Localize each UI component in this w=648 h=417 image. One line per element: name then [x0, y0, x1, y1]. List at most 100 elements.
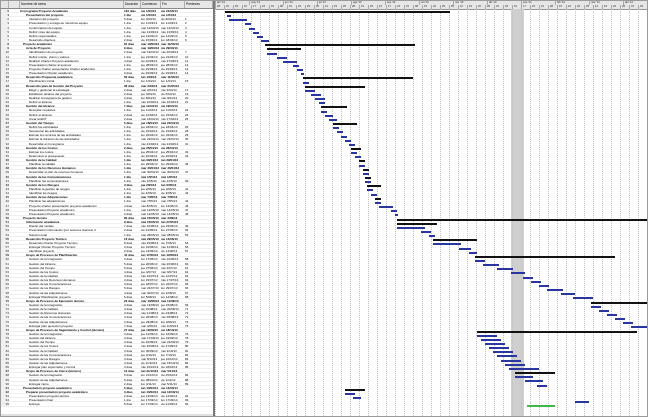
- task-name[interactable]: Desarrollar el cronograma: [29, 141, 64, 146]
- summary-bar[interactable]: [267, 48, 301, 51]
- task-name[interactable]: Desarrollar el plan de recursos humanos: [29, 170, 84, 175]
- task-bar[interactable]: [599, 309, 609, 312]
- task-name[interactable]: Determinar el presupuesto: [29, 153, 65, 158]
- summary-bar[interactable]: [345, 388, 365, 391]
- header-finish[interactable]: Fin: [161, 1, 185, 8]
- task-name[interactable]: Gestión del Tiempo: [26, 120, 54, 125]
- table-row[interactable]: 85 Gestión de las Adquisiciones 3 días vie …: [1, 360, 213, 366]
- table-row[interactable]: 80 Gestión del Tiempo 3 días vie 20/09/13 ma…: [1, 340, 213, 345]
- task-name[interactable]: Entregar plan ejecución proyecto: [29, 323, 73, 328]
- table-row[interactable]: 38 Gestión de los Recursos Humanos 1 día ma…: [1, 166, 213, 171]
- milestone-bar[interactable]: [527, 405, 555, 408]
- table-row[interactable]: 87 Grupo de Procesos de Cierre (técnico) 1…: [1, 369, 213, 374]
- task-bar[interactable]: [305, 89, 315, 92]
- table-row[interactable]: 44 Identificar los riesgos 1 día vie 3/05/1…: [1, 191, 213, 196]
- summary-bar[interactable]: [303, 77, 413, 80]
- task-bar[interactable]: [421, 230, 431, 233]
- table-row[interactable]: 26 Crear la EDT 2 días mar 16/04/13 mié 17/0…: [1, 116, 213, 121]
- table-row[interactable]: 68 Gestión de las Adquisiciones 4 días mar …: [1, 290, 213, 295]
- table-row[interactable]: 5 Definir roles del equipo 1 día mié 13/03/…: [1, 29, 213, 34]
- table-row[interactable]: 4 Conformación del equipo 1 día mar 12/03/1…: [1, 25, 213, 30]
- task-bar[interactable]: [509, 367, 539, 370]
- task-bar[interactable]: [523, 276, 533, 279]
- task-name[interactable]: Información académica: [26, 220, 60, 225]
- task-name[interactable]: Gestión del Alcance: [29, 261, 56, 266]
- summary-bar[interactable]: [365, 177, 371, 179]
- summary-bar[interactable]: [363, 168, 369, 171]
- task-bar[interactable]: [631, 326, 647, 329]
- task-name[interactable]: Gestión de Recursos Humanos: [29, 311, 71, 316]
- task-bar[interactable]: [359, 164, 365, 167]
- table-row[interactable]: 20 Establecer alcance del proyecto 2 días j…: [1, 91, 213, 96]
- task-bar[interactable]: [329, 118, 337, 121]
- task-name[interactable]: Gestión de la Calidad: [26, 158, 57, 163]
- table-row[interactable]: 23 Gestión del Alcance 7 días jue 11/04/13 v…: [1, 104, 213, 109]
- task-name[interactable]: Presentación proyecto académico: [23, 385, 72, 390]
- summary-bar[interactable]: [351, 147, 361, 150]
- task-name[interactable]: Desarrollo objetivos: [29, 37, 56, 42]
- task-bar[interactable]: [623, 322, 633, 325]
- task-name[interactable]: Estimar la duración de las actividades: [29, 137, 80, 142]
- header-task-name[interactable]: Nombre de tarea: [20, 1, 124, 8]
- task-bar[interactable]: [245, 23, 251, 26]
- task-name[interactable]: Preparar presentación proyecto académico: [26, 389, 88, 394]
- table-row[interactable]: 2 Iniciación del proyecto 5 días lun 4/03/1…: [1, 17, 213, 22]
- table-row[interactable]: 50 Proyecto técnico 80 días mié 15/05/13 mar…: [1, 216, 213, 221]
- task-name[interactable]: Presentación y entrega de miembros equip…: [29, 21, 88, 26]
- task-name[interactable]: Gestión de los Costos: [29, 269, 59, 274]
- table-row[interactable]: 30 Estimar los recursos de las actividade…: [1, 133, 213, 138]
- task-bar[interactable]: [505, 363, 525, 366]
- task-bar[interactable]: [321, 110, 327, 113]
- summary-bar[interactable]: [333, 123, 357, 126]
- table-row[interactable]: 81 Gestión de los Costos 3 días mié 25/09/1…: [1, 344, 213, 349]
- table-row[interactable]: 48 Presentación Proyecto académico 1 día ma…: [1, 207, 213, 212]
- table-row[interactable]: 10 Identificación de proyecto 2 días mar 19…: [1, 50, 213, 55]
- task-name[interactable]: Acta de Proyecto: [26, 46, 51, 51]
- summary-bar[interactable]: [375, 197, 381, 200]
- task-bar[interactable]: [351, 152, 357, 155]
- task-bar[interactable]: [363, 172, 369, 175]
- task-bar[interactable]: [341, 135, 347, 138]
- table-row[interactable]: 64 Gestión de la Calidad 3 días mié 10/07/1…: [1, 274, 213, 279]
- table-row[interactable]: 43 Planificar la gestión de riesgos 1 día j…: [1, 187, 213, 192]
- task-bar[interactable]: [525, 380, 543, 383]
- table-row[interactable]: 83 Gestión de las Comunicaciones 3 días jue…: [1, 352, 213, 357]
- table-row[interactable]: 49 Presentación Proyecto académico 0 días m…: [1, 211, 213, 217]
- table-row[interactable]: 67 Gestión de los Riesgos 5 días mar 23/07/…: [1, 286, 213, 291]
- task-name[interactable]: Gestión de los Riesgos: [26, 182, 60, 187]
- table-row[interactable]: 19 Elegir y gestionar la estrategia 2 días…: [1, 87, 213, 92]
- header-start[interactable]: Comienzo: [141, 1, 161, 8]
- task-bar[interactable]: [345, 392, 355, 395]
- task-name[interactable]: Definir las actividades: [29, 124, 59, 129]
- summary-bar[interactable]: [475, 255, 615, 258]
- task-name[interactable]: Desarrollo Charter Proyecto Técnico: [29, 240, 78, 245]
- task-bar[interactable]: [249, 27, 255, 30]
- task-bar[interactable]: [325, 114, 333, 117]
- table-row[interactable]: 60 Gestión de la Integración 3 días lun 17/…: [1, 257, 213, 262]
- table-row[interactable]: 27 Gestión del Tiempo 5 días jue 18/04/13 mi…: [1, 120, 213, 125]
- task-bar[interactable]: [257, 35, 263, 38]
- task-bar[interactable]: [477, 334, 497, 337]
- table-row[interactable]: 13 Presentación charter al sponsor 1 día ju…: [1, 62, 213, 67]
- table-row[interactable]: 73 Gestión de Recursos Humanos 3 días mié 2…: [1, 311, 213, 316]
- task-bar[interactable]: [575, 401, 589, 404]
- table-row[interactable]: 75 Gestión de las Adquisiciones 3 días jue …: [1, 319, 213, 324]
- table-row[interactable]: 63 Gestión de los Costos 4 días jue 4/07/13…: [1, 269, 213, 275]
- task-name[interactable]: Gestión de la Integración: [29, 302, 63, 307]
- summary-bar[interactable]: [591, 301, 647, 304]
- task-bar[interactable]: [395, 214, 398, 217]
- header-id[interactable]: [1, 1, 9, 8]
- task-bar[interactable]: [261, 40, 269, 43]
- task-name[interactable]: Definir el alcance: [29, 100, 53, 105]
- task-name[interactable]: Gestión de los Recursos Humanos: [26, 166, 76, 171]
- table-row[interactable]: 37 Planificar la calidad 1 día lun 29/04/13…: [1, 162, 213, 167]
- task-bar[interactable]: [531, 280, 541, 283]
- task-name[interactable]: Proyecto académico: [23, 42, 53, 47]
- task-name[interactable]: Definir responsables: [29, 33, 57, 38]
- task-name[interactable]: Gestión de la Calidad: [29, 348, 58, 353]
- summary-bar[interactable]: [305, 85, 365, 88]
- task-bar[interactable]: [353, 396, 361, 399]
- table-row[interactable]: 0 Cronograma Proyecto Académico 146 días vi…: [1, 9, 213, 14]
- task-name[interactable]: Definir el alcance: [29, 112, 53, 117]
- table-row[interactable]: 53 Presentación información (por sectores…: [1, 228, 213, 233]
